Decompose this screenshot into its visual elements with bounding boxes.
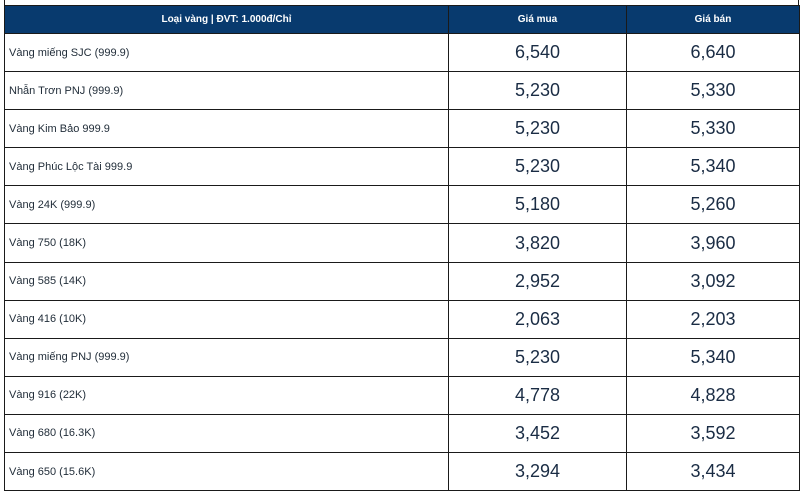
sell-price-cell: 5,330 (626, 71, 800, 111)
sell-price-cell: 5,260 (626, 185, 800, 225)
buy-price-cell: 5,230 (448, 109, 627, 149)
gold-type-cell: Vàng Kim Bảo 999.9 (4, 109, 449, 149)
buy-price-cell: 5,230 (448, 147, 627, 187)
table-row: Vàng 585 (14K) 2,952 3,092 (4, 261, 800, 301)
buy-price-cell: 3,294 (448, 452, 627, 492)
gold-type-cell: Vàng 650 (15.6K) (4, 452, 449, 492)
table-row: Vàng 24K (999.9) 5,180 5,260 (4, 185, 800, 225)
gold-type-cell: Vàng 24K (999.9) (4, 185, 449, 225)
buy-price-cell: 5,180 (448, 185, 627, 225)
sell-price-cell: 5,340 (626, 147, 800, 187)
gold-type-cell: Vàng 680 (16.3K) (4, 413, 449, 454)
table-row: Vàng miếng SJC (999.9) 6,540 6,640 (4, 32, 800, 73)
table-row: Nhẫn Trơn PNJ (999.9) 5,230 5,330 (4, 71, 800, 111)
buy-price-cell: 4,778 (448, 375, 627, 415)
sell-price-cell: 4,828 (626, 375, 800, 415)
gold-type-cell: Vàng 916 (22K) (4, 375, 449, 415)
sell-price-cell: 2,203 (626, 299, 800, 339)
sell-price-cell: 3,960 (626, 223, 800, 263)
table-row: Vàng Phúc Lộc Tài 999.9 5,230 5,340 (4, 147, 800, 187)
gold-price-table: Loại vàng | ĐVT: 1.000đ/Chỉ Giá mua Giá … (4, 5, 800, 492)
buy-price-cell: 5,230 (448, 337, 627, 377)
table-row: Vàng 650 (15.6K) 3,294 3,434 (4, 452, 800, 492)
table-row: Vàng 750 (18K) 3,820 3,960 (4, 223, 800, 263)
buy-price-cell: 3,820 (448, 223, 627, 263)
header-buy-price: Giá mua (448, 5, 627, 34)
table-row: Vàng Kim Bảo 999.9 5,230 5,330 (4, 109, 800, 149)
buy-price-cell: 2,063 (448, 299, 627, 339)
header-sell-price: Giá bán (626, 5, 800, 34)
gold-type-cell: Vàng miếng SJC (999.9) (4, 32, 449, 73)
sell-price-cell: 6,640 (626, 32, 800, 73)
gold-type-cell: Vàng miếng PNJ (999.9) (4, 337, 449, 377)
table-top-strip (4, 0, 799, 5)
gold-type-cell: Vàng 585 (14K) (4, 261, 449, 301)
gold-type-cell: Vàng 416 (10K) (4, 299, 449, 339)
sell-price-cell: 3,592 (626, 413, 800, 454)
sell-price-cell: 3,434 (626, 452, 800, 492)
table-header-row: Loại vàng | ĐVT: 1.000đ/Chỉ Giá mua Giá … (4, 5, 800, 34)
sell-price-cell: 3,092 (626, 261, 800, 301)
table-row: Vàng 916 (22K) 4,778 4,828 (4, 375, 800, 415)
gold-price-table-container: Loại vàng | ĐVT: 1.000đ/Chỉ Giá mua Giá … (4, 0, 800, 492)
gold-type-cell: Vàng Phúc Lộc Tài 999.9 (4, 147, 449, 187)
gold-type-cell: Nhẫn Trơn PNJ (999.9) (4, 71, 449, 111)
sell-price-cell: 5,330 (626, 109, 800, 149)
table-row: Vàng 680 (16.3K) 3,452 3,592 (4, 413, 800, 454)
buy-price-cell: 6,540 (448, 32, 627, 73)
buy-price-cell: 2,952 (448, 261, 627, 301)
buy-price-cell: 5,230 (448, 71, 627, 111)
header-gold-type: Loại vàng | ĐVT: 1.000đ/Chỉ (4, 5, 449, 34)
table-body: Vàng miếng SJC (999.9) 6,540 6,640 Nhẫn Trơ… (4, 32, 800, 492)
table-row: Vàng 416 (10K) 2,063 2,203 (4, 299, 800, 339)
buy-price-cell: 3,452 (448, 413, 627, 454)
sell-price-cell: 5,340 (626, 337, 800, 377)
gold-type-cell: Vàng 750 (18K) (4, 223, 449, 263)
table-row: Vàng miếng PNJ (999.9) 5,230 5,340 (4, 337, 800, 377)
